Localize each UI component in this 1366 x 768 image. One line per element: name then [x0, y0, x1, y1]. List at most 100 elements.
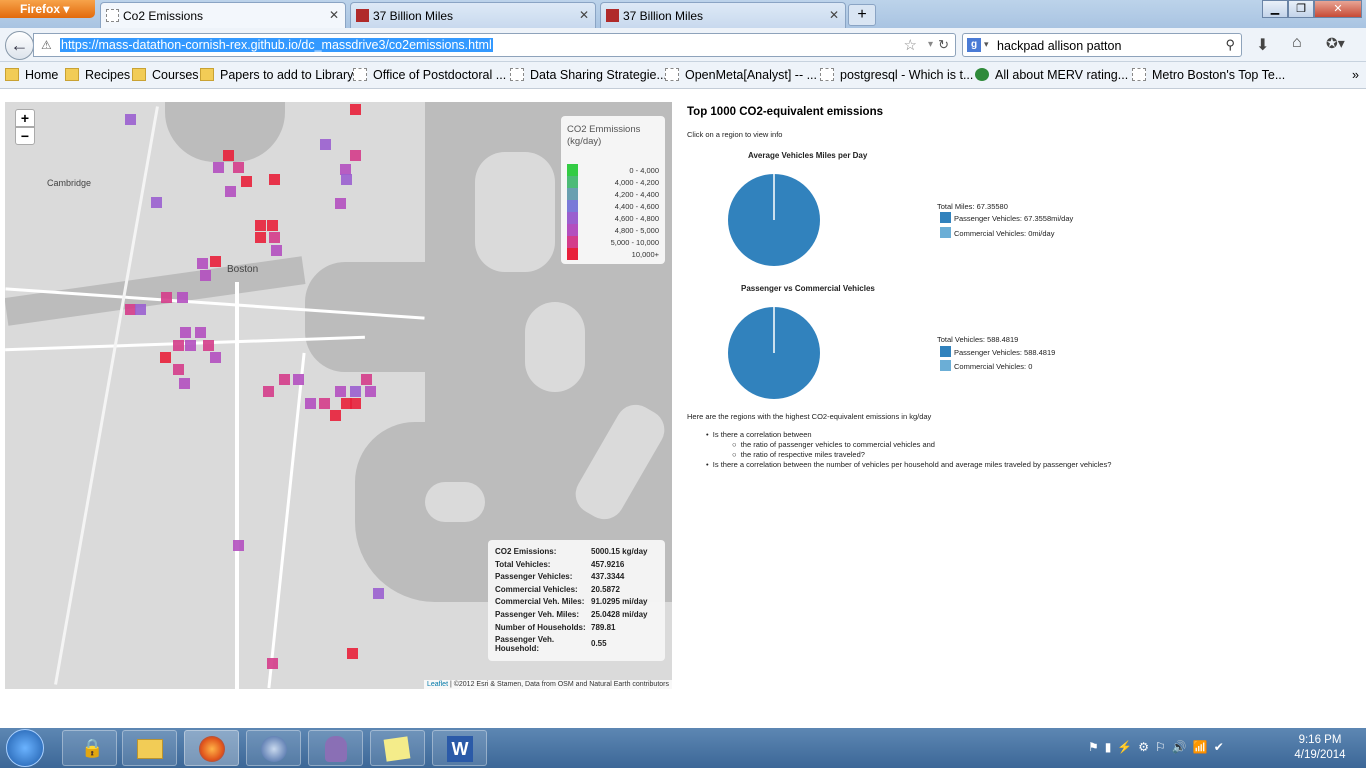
emission-region-cell[interactable] [341, 174, 352, 185]
emission-region-cell[interactable] [373, 588, 384, 599]
google-search-icon[interactable]: g [967, 38, 981, 52]
taskbar-security-app[interactable]: 🔒 [62, 730, 117, 766]
emission-region-cell[interactable] [173, 364, 184, 375]
zoom-in-button[interactable]: + [15, 109, 35, 127]
pie1-chart[interactable] [726, 172, 822, 268]
emission-region-cell[interactable] [151, 197, 162, 208]
url-text[interactable]: https://mass-datathon-cornish-rex.github… [60, 38, 493, 52]
emission-region-cell[interactable] [225, 186, 236, 197]
taskbar-file-explorer[interactable] [122, 730, 177, 766]
tab-37-billion-miles-1[interactable]: 37 Billion Miles ✕ [350, 2, 596, 28]
taskbar-firefox[interactable] [184, 730, 239, 766]
emission-region-cell[interactable] [241, 176, 252, 187]
bookmark-courses[interactable]: Courses [132, 68, 199, 82]
emission-region-cell[interactable] [350, 386, 361, 397]
search-engine-dropdown-icon[interactable]: ▾ [984, 39, 989, 49]
search-bar[interactable]: g ▾ hackpad allison patton ⚲ [962, 33, 1242, 57]
emission-region-cell[interactable] [179, 378, 190, 389]
emission-region-cell[interactable] [197, 258, 208, 269]
system-tray[interactable]: ⚑▮⚡⚙⚐🔊📶✔ [1088, 740, 1230, 754]
maximize-button[interactable]: ❐ [1288, 0, 1314, 18]
emission-region-cell[interactable] [269, 232, 280, 243]
emission-region-cell[interactable] [233, 540, 244, 551]
reload-icon[interactable]: ↻ [938, 37, 949, 52]
emission-region-cell[interactable] [267, 220, 278, 231]
close-tab-icon[interactable]: ✕ [328, 8, 339, 22]
emission-region-cell[interactable] [330, 410, 341, 421]
emission-region-cell[interactable] [177, 292, 188, 303]
close-tab-icon[interactable]: ✕ [578, 8, 589, 22]
emission-region-cell[interactable] [269, 174, 280, 185]
search-input[interactable]: hackpad allison patton [997, 39, 1122, 53]
emission-region-cell[interactable] [293, 374, 304, 385]
emission-region-cell[interactable] [350, 150, 361, 161]
bookmark-papers[interactable]: Papers to add to Library [200, 68, 353, 82]
emission-region-cell[interactable] [255, 232, 266, 243]
firefox-menu-button[interactable]: Firefox ▾ [0, 0, 95, 18]
emission-region-cell[interactable] [223, 150, 234, 161]
emission-region-cell[interactable] [347, 648, 358, 659]
emission-region-cell[interactable] [125, 304, 136, 315]
emission-region-cell[interactable] [173, 340, 184, 351]
emissions-map[interactable]: Cambridge Boston + − CO2 Emmissions (kg/… [5, 102, 672, 689]
bookmarks-overflow-icon[interactable]: » [1352, 68, 1359, 82]
emission-region-cell[interactable] [335, 198, 346, 209]
taskbar-clock[interactable]: 9:16 PM 4/19/2014 [1284, 733, 1356, 763]
taskbar-sticky-notes[interactable] [370, 730, 425, 766]
bookmark-recipes[interactable]: Recipes [65, 68, 130, 82]
emission-region-cell[interactable] [341, 398, 352, 409]
zoom-out-button[interactable]: − [15, 127, 35, 145]
site-identity-icon[interactable]: ⚠ [41, 38, 52, 52]
url-bar[interactable]: ⚠ https://mass-datathon-cornish-rex.gith… [33, 33, 956, 57]
leaflet-link[interactable]: Leaflet [427, 681, 449, 688]
bookmark-merv[interactable]: All about MERV rating... [975, 68, 1128, 82]
emission-region-cell[interactable] [319, 398, 330, 409]
bookmark-metro-boston[interactable]: Metro Boston's Top Te... [1132, 68, 1285, 82]
emission-region-cell[interactable] [200, 270, 211, 281]
emission-region-cell[interactable] [263, 386, 274, 397]
emission-region-cell[interactable] [210, 352, 221, 363]
emission-region-cell[interactable] [350, 104, 361, 115]
home-icon[interactable]: ⌂ [1292, 34, 1302, 51]
emission-region-cell[interactable] [361, 374, 372, 385]
bookmark-openmeta[interactable]: OpenMeta[Analyst] -- ... [665, 68, 817, 82]
emission-region-cell[interactable] [350, 398, 361, 409]
emission-region-cell[interactable] [279, 374, 290, 385]
bookmark-star-icon[interactable]: ☆ [903, 37, 917, 54]
bookmark-data-sharing[interactable]: Data Sharing Strategie... [510, 68, 667, 82]
emission-region-cell[interactable] [255, 220, 266, 231]
downloads-icon[interactable]: ⬇ [1256, 37, 1270, 54]
emission-region-cell[interactable] [160, 352, 171, 363]
emission-region-cell[interactable] [135, 304, 146, 315]
bookmark-postgresql[interactable]: postgresql - Which is t... [820, 68, 973, 82]
taskbar-word[interactable]: W [432, 730, 487, 766]
emission-region-cell[interactable] [320, 139, 331, 150]
magnifier-icon[interactable]: ⚲ [1225, 37, 1235, 52]
minimize-button[interactable]: ▁ [1262, 0, 1288, 18]
back-button[interactable]: ← [5, 31, 34, 60]
emission-region-cell[interactable] [185, 340, 196, 351]
bookmarks-menu-icon[interactable]: ✪▾ [1326, 35, 1345, 51]
emission-region-cell[interactable] [267, 658, 278, 669]
emission-region-cell[interactable] [305, 398, 316, 409]
pie2-chart[interactable] [726, 305, 822, 401]
emission-region-cell[interactable] [233, 162, 244, 173]
close-window-button[interactable]: ✕ [1314, 0, 1362, 18]
tab-co2-emissions[interactable]: Co2 Emissions ✕ [100, 2, 346, 28]
bookmark-home[interactable]: Home [5, 68, 58, 82]
taskbar-pidgin[interactable] [308, 730, 363, 766]
emission-region-cell[interactable] [195, 327, 206, 338]
emission-region-cell[interactable] [335, 386, 346, 397]
tab-37-billion-miles-2[interactable]: 37 Billion Miles ✕ [600, 2, 846, 28]
emission-region-cell[interactable] [125, 114, 136, 125]
taskbar-thunderbird[interactable] [246, 730, 301, 766]
emission-region-cell[interactable] [271, 245, 282, 256]
emission-region-cell[interactable] [213, 162, 224, 173]
start-button[interactable] [6, 729, 44, 767]
emission-region-cell[interactable] [210, 256, 221, 267]
url-dropdown-icon[interactable]: ▾ [927, 39, 933, 50]
emission-region-cell[interactable] [180, 327, 191, 338]
close-tab-icon[interactable]: ✕ [828, 8, 839, 22]
emission-region-cell[interactable] [203, 340, 214, 351]
emission-region-cell[interactable] [340, 164, 351, 175]
